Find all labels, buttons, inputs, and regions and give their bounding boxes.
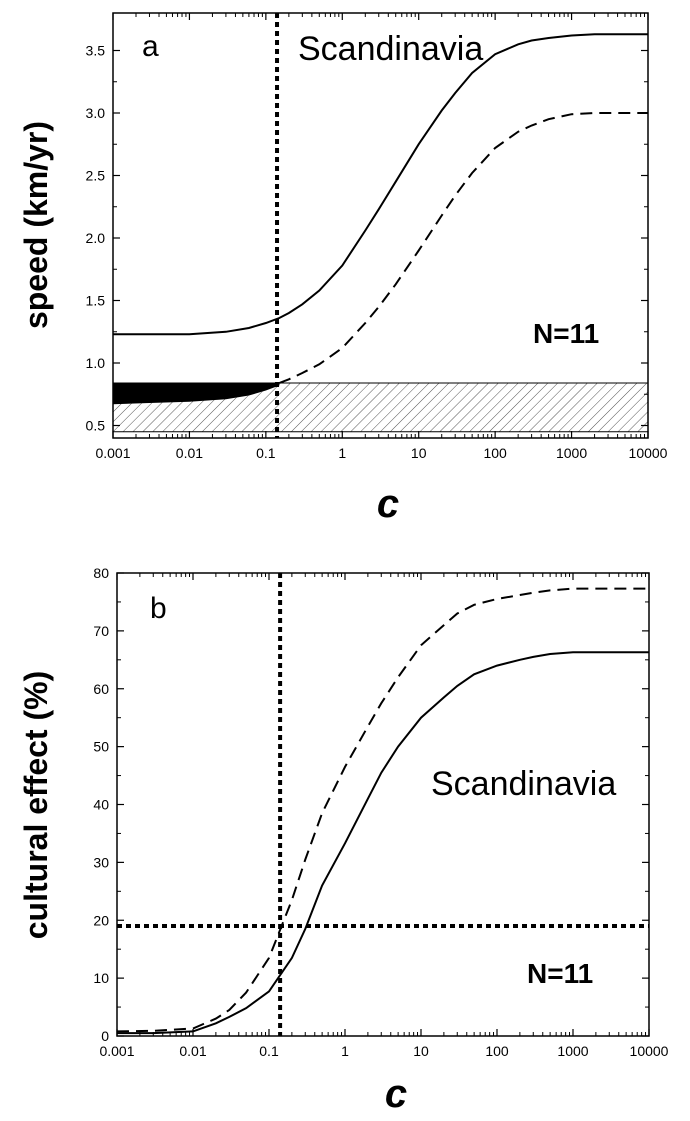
y-tick-label: 0 bbox=[101, 1028, 109, 1044]
reference-lines-b bbox=[117, 573, 649, 1036]
filled-band-a bbox=[113, 383, 280, 405]
y-tick-label: 60 bbox=[93, 681, 109, 697]
region-label-b: Scandinavia bbox=[431, 765, 616, 803]
x-tick-label: 1 bbox=[341, 1043, 349, 1059]
chart-panel-a: 0.001 0.01 0.1 1 10 100 1000 10000 0.5 1.0 1.5 2.0… bbox=[18, 12, 668, 526]
y-tick-label: 20 bbox=[93, 912, 109, 928]
series-group-b bbox=[117, 587, 649, 1035]
x-tick-label: 10000 bbox=[629, 445, 668, 461]
x-ticks-a: 0.001 0.01 0.1 1 10 100 1000 10000 bbox=[95, 13, 668, 461]
panel-letter-b: b bbox=[150, 592, 167, 625]
y-axis-title-b: cultural effect (%) bbox=[18, 671, 54, 939]
y-tick-label: 0.5 bbox=[86, 418, 106, 434]
x-tick-label: 1000 bbox=[556, 445, 587, 461]
y-tick-label: 2.0 bbox=[86, 230, 106, 246]
y-tick-label: 70 bbox=[93, 623, 109, 639]
x-axis-title-a: c bbox=[377, 482, 399, 526]
y-axis-title-a: speed (km/yr) bbox=[18, 121, 54, 329]
series-line-dashed bbox=[117, 587, 649, 1033]
x-tick-label: 100 bbox=[485, 1043, 509, 1059]
y-tick-label: 80 bbox=[93, 565, 109, 581]
filled-band-area bbox=[113, 383, 280, 405]
n-label-a: N=11 bbox=[533, 318, 599, 349]
y-tick-label: 40 bbox=[93, 797, 109, 813]
x-tick-label: 1000 bbox=[557, 1043, 588, 1059]
x-tick-label: 0.1 bbox=[259, 1043, 279, 1059]
y-tick-label: 10 bbox=[93, 970, 109, 986]
y-tick-label: 50 bbox=[93, 739, 109, 755]
y-tick-label: 2.5 bbox=[86, 168, 106, 184]
y-ticks-a: 0.5 1.0 1.5 2.0 2.5 3.0 3.5 bbox=[86, 43, 648, 434]
series-line-dashed bbox=[278, 112, 648, 384]
series-line-solid bbox=[117, 651, 649, 1035]
panel-letter-a: a bbox=[142, 30, 159, 63]
y-tick-label: 1.5 bbox=[86, 293, 106, 309]
y-ticks-b: 0 10 20 30 40 50 60 70 80 bbox=[93, 565, 649, 1044]
x-tick-label: 0.001 bbox=[95, 445, 130, 461]
y-tick-label: 3.0 bbox=[86, 105, 106, 121]
x-axis-title-b: c bbox=[385, 1072, 407, 1116]
series-line-solid bbox=[113, 33, 648, 336]
x-tick-label: 100 bbox=[483, 445, 507, 461]
x-tick-label: 0.1 bbox=[256, 445, 276, 461]
y-tick-label: 1.0 bbox=[86, 355, 106, 371]
plot-frame-a bbox=[112, 12, 649, 439]
y-tick-label: 3.5 bbox=[86, 43, 106, 59]
x-tick-label: 10000 bbox=[630, 1043, 669, 1059]
x-tick-label: 10 bbox=[413, 1043, 429, 1059]
x-tick-label: 1 bbox=[338, 445, 346, 461]
x-tick-label: 0.001 bbox=[99, 1043, 134, 1059]
x-tick-label: 0.01 bbox=[176, 445, 203, 461]
series-group-a bbox=[113, 33, 648, 384]
chart-panel-b: 0.001 0.01 0.1 1 10 100 1000 10000 0 10 20 30 40 50 6… bbox=[18, 565, 669, 1116]
n-label-b: N=11 bbox=[527, 958, 593, 989]
x-tick-label: 10 bbox=[411, 445, 427, 461]
x-ticks-b: 0.001 0.01 0.1 1 10 100 1000 10000 bbox=[99, 573, 669, 1059]
x-tick-label: 0.01 bbox=[179, 1043, 206, 1059]
y-tick-label: 30 bbox=[93, 854, 109, 870]
region-label-a: Scandinavia bbox=[298, 30, 483, 68]
